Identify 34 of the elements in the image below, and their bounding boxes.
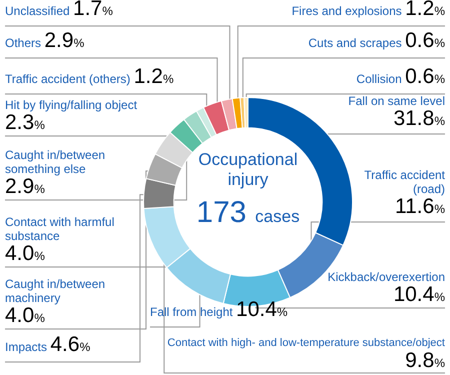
data-label: 9.8% bbox=[405, 349, 445, 372]
data-label: 4.0% bbox=[5, 304, 45, 327]
data-label: 1.2% bbox=[405, 0, 445, 20]
data-label: 4.6% bbox=[50, 333, 90, 356]
slice-label: Traffic accident (road) bbox=[363, 168, 445, 196]
slice-label: Unclassified bbox=[5, 4, 70, 18]
text: Occupational injury bbox=[197, 150, 299, 190]
slice-label: Kickback/overexertion bbox=[326, 270, 445, 284]
slice-label: Fires and explosions bbox=[292, 4, 402, 18]
data-label: 11.6% bbox=[395, 195, 445, 218]
slice-label: Impacts bbox=[5, 340, 48, 354]
slice-label: Cuts and scrapes bbox=[308, 36, 402, 50]
slice-label: Fall on same level bbox=[347, 94, 445, 108]
slice-label: Traffic accident (others) bbox=[5, 72, 130, 86]
slice-label: Others bbox=[5, 36, 42, 50]
slice-label: Hit by flying/falling object bbox=[5, 98, 138, 112]
data-label: 0.6% bbox=[405, 65, 445, 88]
data-label: 2.3% bbox=[5, 111, 45, 134]
slice-label: Contact with high- and low-temperature substance/object bbox=[166, 336, 445, 350]
slice-label: Fall from height bbox=[150, 305, 233, 319]
data-label: 1.2% bbox=[134, 65, 174, 88]
data-label: 10.4% bbox=[393, 283, 445, 306]
data-label: 10.4% bbox=[236, 298, 288, 321]
data-label: 0.6% bbox=[405, 29, 445, 52]
data-label: 4.0% bbox=[5, 242, 45, 265]
data-label: 31.8% bbox=[393, 107, 445, 130]
text: 173 cases bbox=[196, 196, 300, 229]
slice-label: Contact with harmful substance bbox=[5, 215, 116, 243]
data-label: 2.9% bbox=[44, 29, 84, 52]
slice-label: Caught in/between something else bbox=[5, 148, 106, 176]
data-label: 1.7% bbox=[73, 0, 113, 20]
slice-label: Collision bbox=[356, 72, 402, 86]
data-label: 2.9% bbox=[5, 175, 45, 198]
slice-label: Caught in/between machinery bbox=[5, 277, 106, 305]
